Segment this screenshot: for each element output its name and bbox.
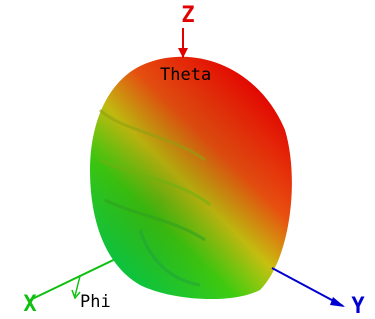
y-axis-label: Y bbox=[351, 294, 365, 319]
x-axis-label: X bbox=[23, 292, 36, 317]
z-axis-label: Z bbox=[181, 3, 194, 28]
page: Z Theta Y X Phi (() => { const data = JS… bbox=[0, 0, 375, 319]
radiation-pattern-view: Z Theta Y X Phi bbox=[0, 0, 375, 319]
radiation-lobe bbox=[90, 57, 292, 299]
phi-label: Phi bbox=[80, 292, 111, 312]
theta-label: Theta bbox=[160, 65, 211, 85]
